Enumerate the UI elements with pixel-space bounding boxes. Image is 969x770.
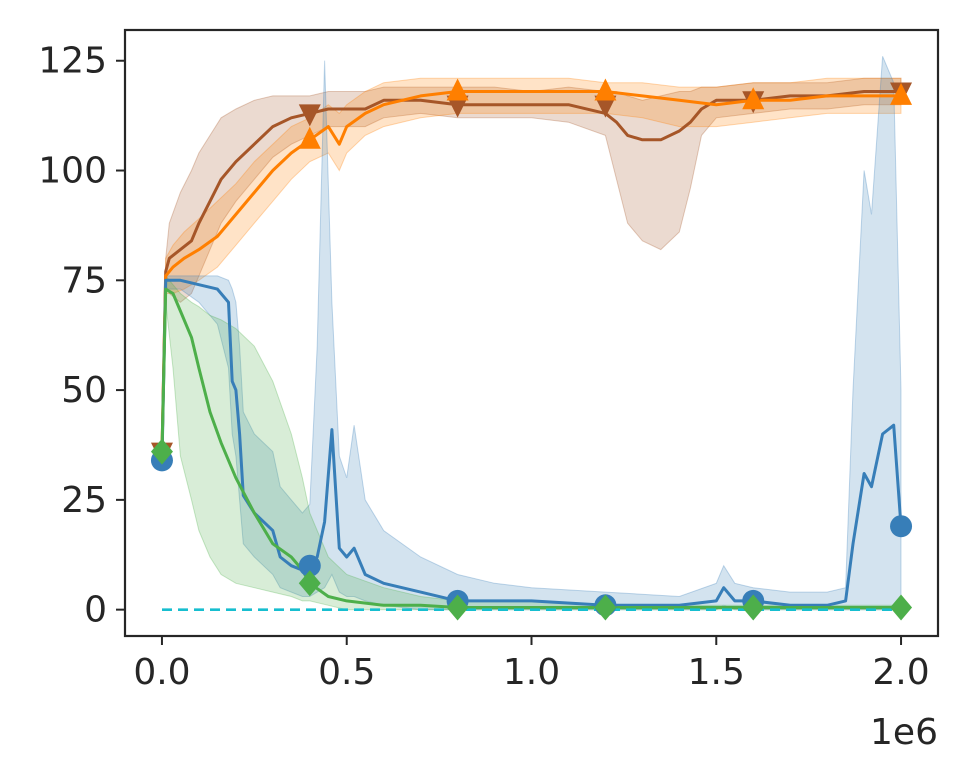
marker-series-3-2 <box>446 594 469 621</box>
marker-series-3-5 <box>890 594 913 621</box>
x-tick-label-1: 0.5 <box>318 652 375 693</box>
marker-series-1-3 <box>594 78 617 101</box>
y-tick-label-5: 125 <box>38 41 107 82</box>
x-offset-label: 1e6 <box>870 712 938 753</box>
series-markers <box>150 78 913 621</box>
marker-series-3-0 <box>150 438 173 465</box>
line-series-0 <box>160 90 901 452</box>
y-tick-label-3: 75 <box>61 260 107 301</box>
y-tick-label-1: 25 <box>61 480 107 521</box>
y-tick-label-4: 100 <box>38 151 107 192</box>
x-axis: 0.0 0.5 1.0 1.5 2.0 <box>133 636 930 693</box>
line-series-2 <box>160 278 903 607</box>
marker-series-0-2 <box>446 95 469 118</box>
x-tick-label-3: 1.5 <box>688 652 745 693</box>
marker-series-1-5 <box>890 82 913 105</box>
marker-series-3-1 <box>298 570 321 597</box>
x-tick-label-0: 0.0 <box>133 652 190 693</box>
band-series-3 <box>161 274 902 611</box>
marker-series-3-3 <box>594 594 617 621</box>
marker-series-3-4 <box>742 594 765 621</box>
x-tick-label-2: 1.0 <box>503 652 560 693</box>
marker-series-0-3 <box>594 95 617 118</box>
marker-series-1-2 <box>446 78 469 101</box>
confidence-bands <box>161 56 902 611</box>
marker-series-1-1 <box>298 126 321 149</box>
band-series-2 <box>161 56 902 611</box>
marker-series-2-1 <box>298 554 321 577</box>
series-lines <box>160 90 903 611</box>
x-tick-label-4: 2.0 <box>872 652 929 693</box>
y-tick-label-0: 0 <box>84 590 107 631</box>
marker-series-0-1 <box>298 104 321 127</box>
y-axis: 0 25 50 75 100 125 <box>38 41 125 631</box>
y-tick-label-2: 50 <box>61 370 107 411</box>
marker-series-1-4 <box>742 87 765 110</box>
line-series-1 <box>160 90 901 452</box>
marker-series-2-5 <box>890 515 913 538</box>
